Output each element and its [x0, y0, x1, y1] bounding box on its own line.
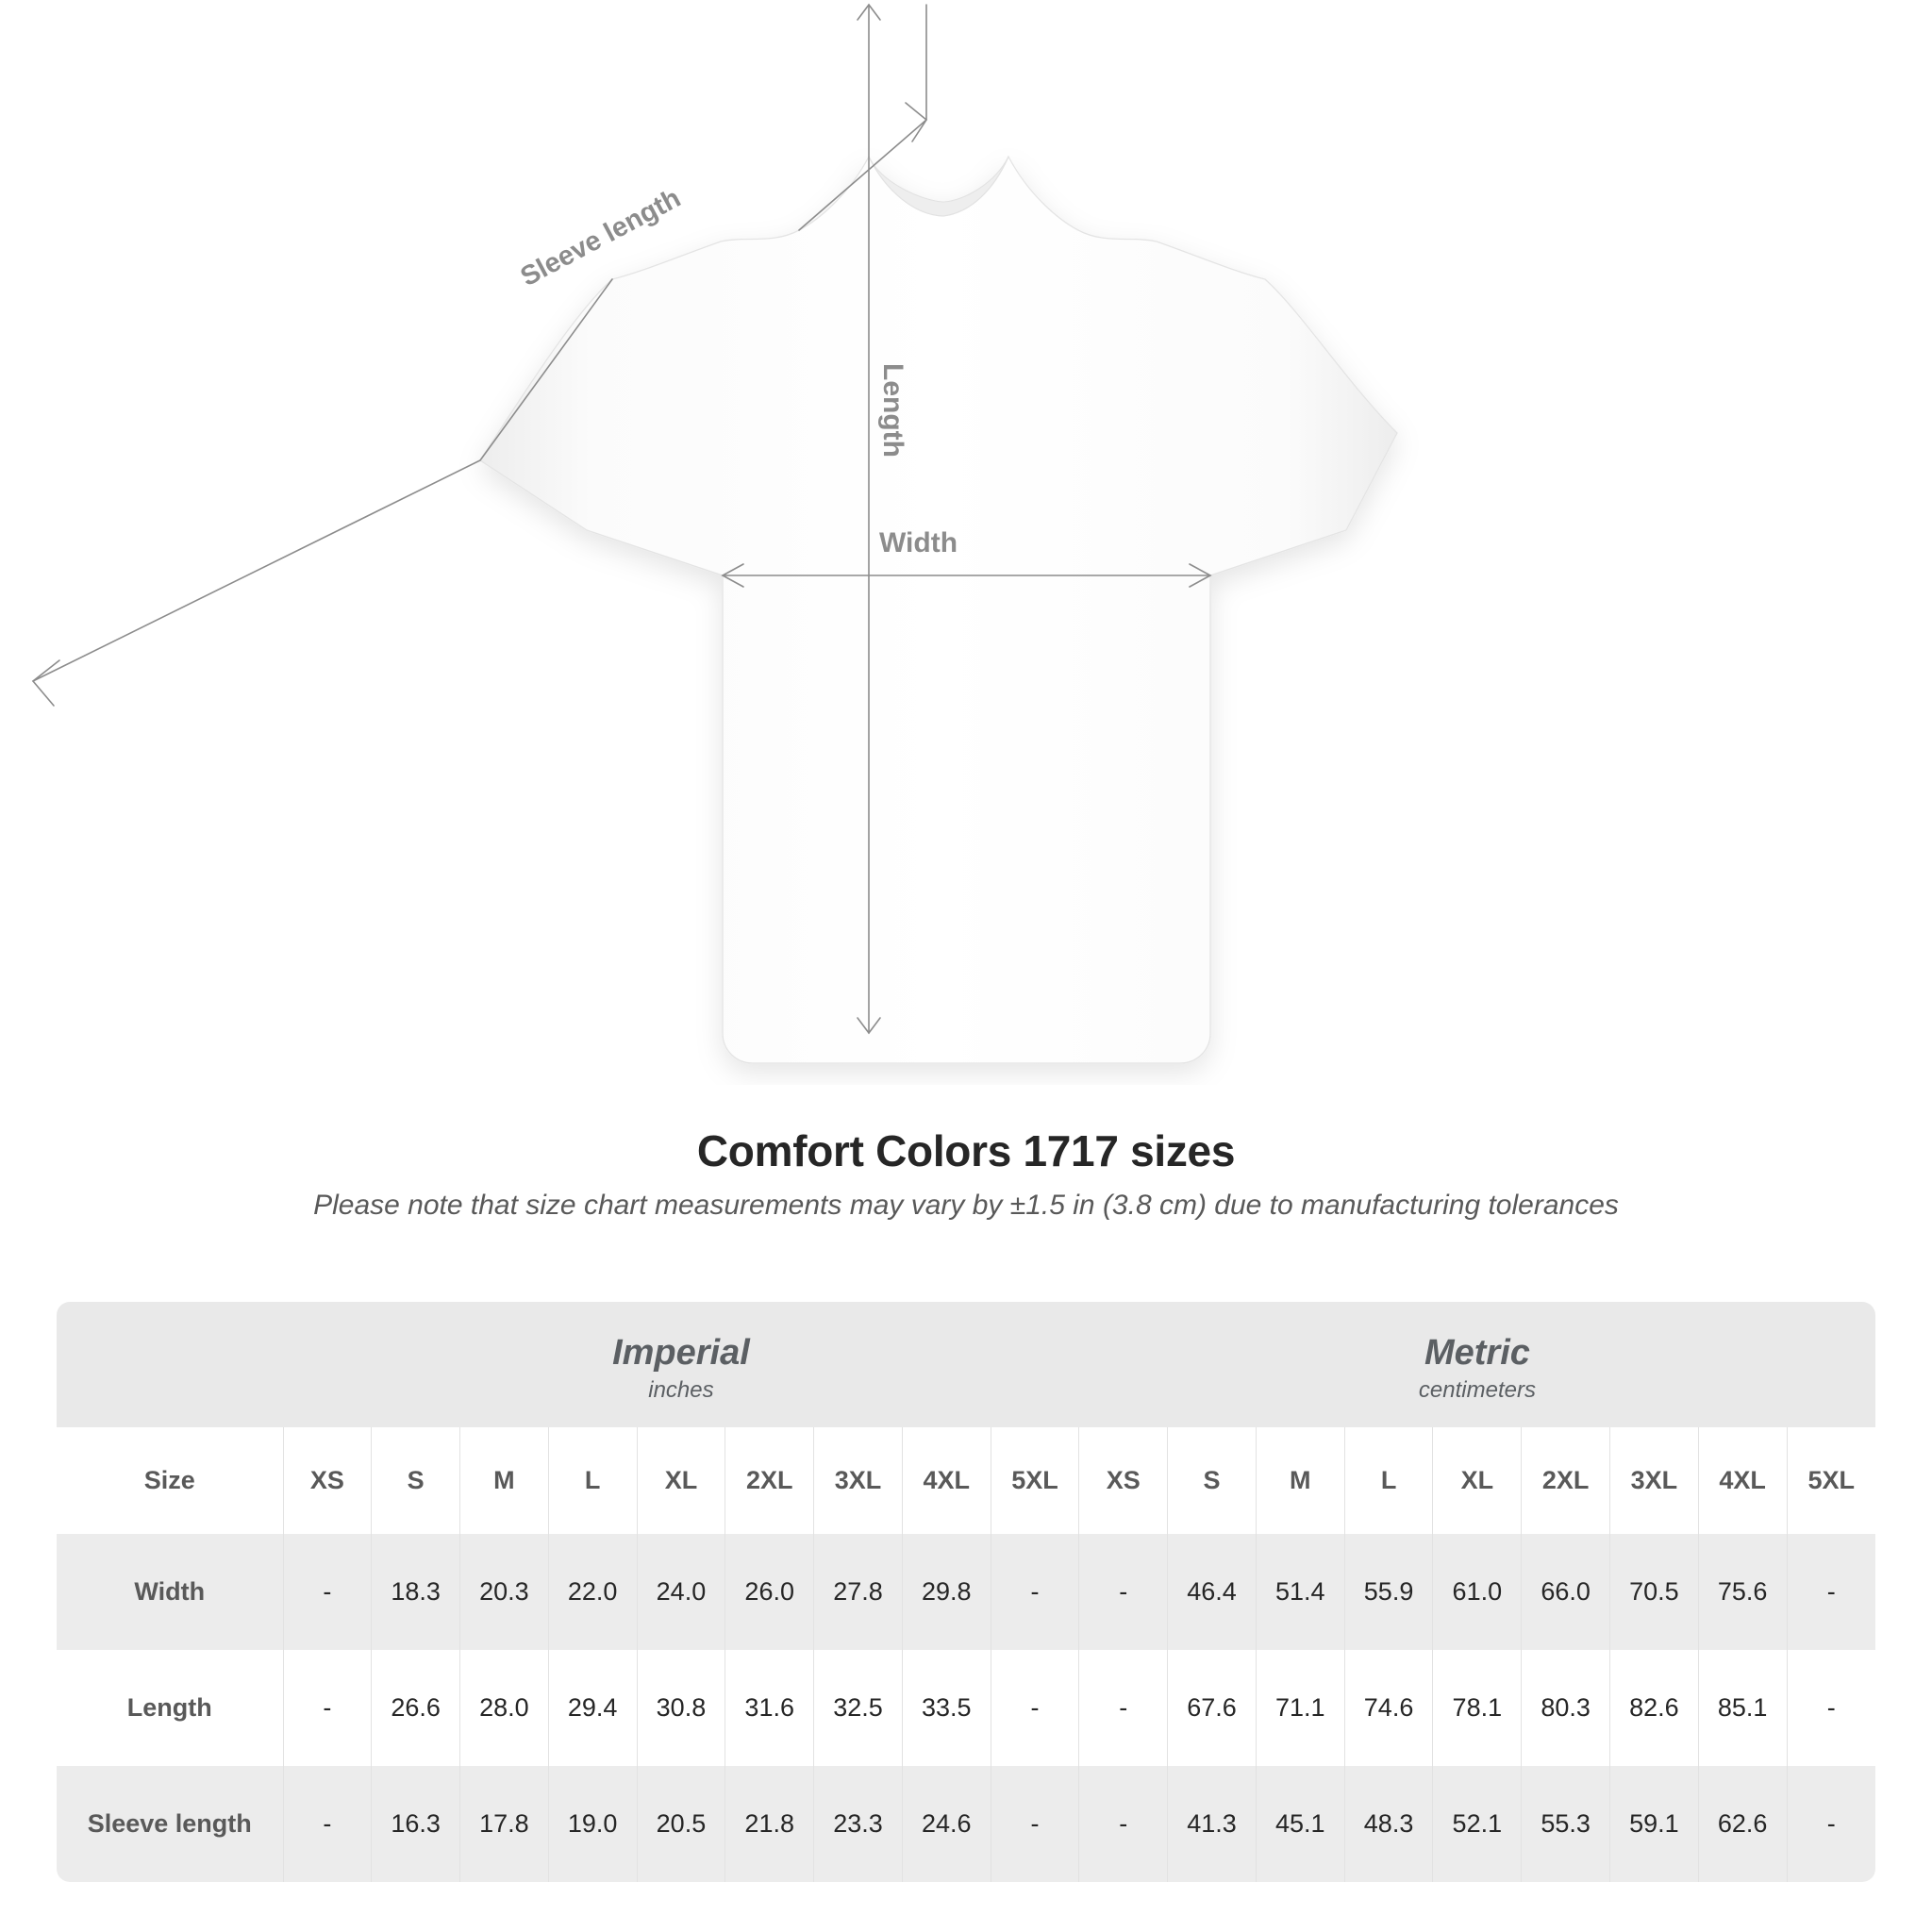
svg-text:Width: Width	[879, 527, 958, 558]
svg-text:Length: Length	[877, 363, 908, 458]
